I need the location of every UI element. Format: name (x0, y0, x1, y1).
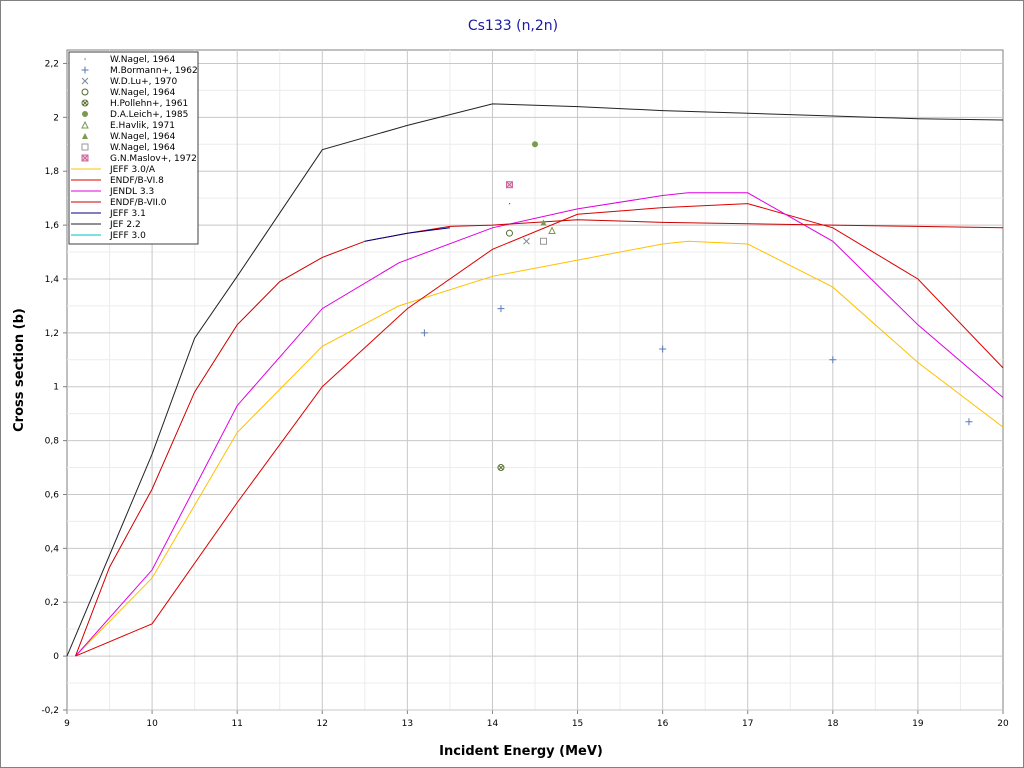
legend-label: H.Pollehn+, 1961 (110, 99, 188, 109)
legend-label: W.Nagel, 1964 (110, 143, 176, 153)
legend-label: JEFF 3.0/A (109, 165, 156, 175)
legend-marker (84, 58, 86, 60)
y-axis-label: Cross section (b) (12, 308, 27, 432)
legend-marker (81, 77, 89, 85)
y-tick-label: 1,2 (45, 329, 59, 339)
series-line (75, 192, 1004, 657)
legend-label: W.Nagel, 1964 (110, 88, 176, 98)
x-axis-label: Incident Energy (MeV) (439, 744, 603, 759)
grid (63, 50, 1004, 714)
legend-label: M.Bormann+, 1962 (110, 66, 198, 76)
y-tick-label: 1 (53, 383, 59, 393)
legend-label: JEFF 3.0 (109, 231, 146, 241)
series-line (364, 227, 450, 242)
legend-marker (81, 143, 89, 151)
x-tick-label: 17 (742, 719, 753, 729)
x-tick-label: 16 (657, 719, 669, 729)
legend-label: D.A.Leich+, 1985 (110, 110, 188, 120)
legend-marker (81, 66, 89, 74)
legend-label: W.Nagel, 1964 (110, 132, 176, 142)
y-tick-label: 0 (53, 652, 59, 662)
legend-marker (81, 99, 89, 107)
series-line (75, 240, 1004, 657)
legend-box (68, 51, 199, 245)
y-tick-label: 2 (53, 113, 59, 123)
legend-marker (82, 111, 88, 117)
series-lines (66, 103, 1004, 657)
legend-label: JEF 2.2 (109, 220, 141, 230)
data-point (505, 229, 513, 237)
legend-marker (81, 88, 89, 96)
x-tick-label: 11 (231, 719, 242, 729)
legend-label: W.D.Lu+, 1970 (110, 77, 178, 87)
y-tick-label: 0,8 (45, 437, 60, 447)
legend-label: JEFF 3.1 (109, 209, 146, 219)
y-tick-label: 0,6 (45, 490, 60, 500)
y-tick-label: 0,2 (45, 598, 59, 608)
y-tick-label: -0,2 (41, 706, 59, 716)
data-point (505, 181, 513, 189)
data-points (420, 141, 973, 472)
data-point (965, 418, 973, 426)
data-point (523, 237, 530, 245)
legend-marker (81, 154, 89, 162)
legend-label: ENDF/B-VI.8 (110, 176, 164, 186)
legend-label: W.Nagel, 1964 (110, 55, 176, 65)
x-tick-label: 12 (317, 719, 328, 729)
x-tick-label: 19 (912, 719, 924, 729)
x-tick-label: 14 (487, 719, 499, 729)
y-tick-label: 2,2 (45, 59, 59, 69)
legend-marker (82, 133, 88, 139)
legend-label: ENDF/B-VII.0 (110, 198, 167, 208)
y-tick-label: 0,4 (45, 544, 60, 554)
data-point (540, 219, 547, 226)
tick-labels: 9 10 11 12 13 14 15 16 17 18 19 20-0,200,20,40,60,8… (41, 59, 1009, 729)
x-tick-label: 18 (827, 719, 839, 729)
x-tick-label: 20 (997, 719, 1009, 729)
x-tick-label: 9 (64, 719, 70, 729)
y-tick-label: 1,8 (45, 167, 60, 177)
x-tick-label: 13 (402, 719, 413, 729)
data-point (508, 203, 511, 205)
y-tick-label: 1,4 (45, 275, 60, 285)
x-tick-label: 10 (146, 719, 158, 729)
data-point (540, 237, 548, 245)
data-point (497, 305, 505, 313)
data-point (829, 356, 837, 364)
y-tick-label: 1,6 (45, 221, 60, 231)
data-point (532, 141, 538, 148)
x-tick-label: 15 (572, 719, 583, 729)
data-point (548, 226, 556, 234)
legend-label: E.Havlik, 1971 (110, 121, 175, 131)
legend-label: JENDL 3.3 (109, 187, 154, 197)
data-point (497, 464, 505, 472)
legend-label: G.N.Maslov+, 1972 (110, 154, 197, 164)
data-point (420, 329, 428, 337)
data-point (659, 345, 667, 353)
legend-marker (81, 120, 89, 129)
chart-title: Cs133 (n,2n) (468, 18, 558, 34)
series-line (75, 203, 1004, 657)
series-line (66, 103, 1004, 657)
